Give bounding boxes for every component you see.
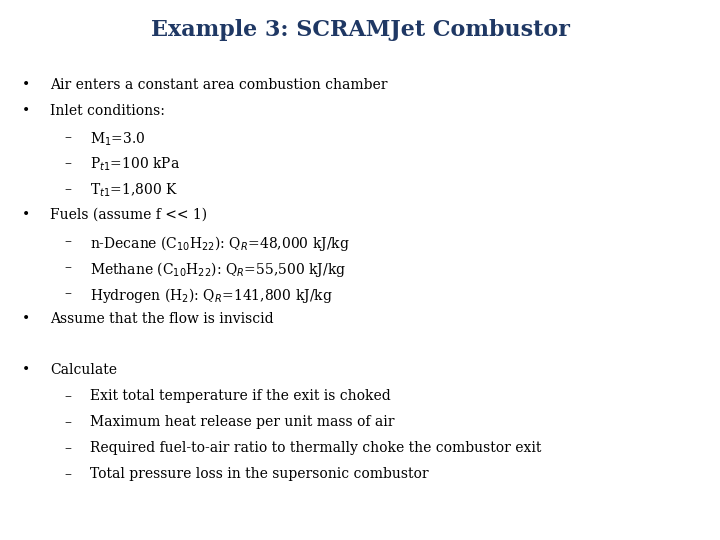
- Text: –: –: [65, 441, 72, 455]
- Text: •: •: [22, 78, 30, 92]
- Text: Methane (C$_{10}$H$_{22}$): Q$_R$=55,500 kJ/kg: Methane (C$_{10}$H$_{22}$): Q$_R$=55,500…: [90, 260, 346, 279]
- Text: Maximum heat release per unit mass of air: Maximum heat release per unit mass of ai…: [90, 415, 395, 429]
- Text: Fuels (assume f << 1): Fuels (assume f << 1): [50, 208, 207, 222]
- Text: –: –: [65, 286, 72, 300]
- Text: n-Decane (C$_{10}$H$_{22}$): Q$_R$=48,000 kJ/kg: n-Decane (C$_{10}$H$_{22}$): Q$_R$=48,00…: [90, 234, 350, 253]
- Text: T$_{t1}$=1,800 K: T$_{t1}$=1,800 K: [90, 182, 178, 199]
- Text: –: –: [65, 260, 72, 274]
- Text: M$_1$=3.0: M$_1$=3.0: [90, 130, 145, 147]
- Text: Exit total temperature if the exit is choked: Exit total temperature if the exit is ch…: [90, 389, 391, 403]
- Text: Example 3: SCRAMJet Combustor: Example 3: SCRAMJet Combustor: [150, 19, 570, 41]
- Text: –: –: [65, 415, 72, 429]
- Text: •: •: [22, 208, 30, 222]
- Text: Calculate: Calculate: [50, 363, 117, 377]
- Text: Inlet conditions:: Inlet conditions:: [50, 104, 166, 118]
- Text: •: •: [22, 363, 30, 377]
- Text: •: •: [22, 312, 30, 326]
- Text: P$_{t1}$=100 kPa: P$_{t1}$=100 kPa: [90, 156, 180, 173]
- Text: Assume that the flow is inviscid: Assume that the flow is inviscid: [50, 312, 274, 326]
- Text: Hydrogen (H$_2$): Q$_R$=141,800 kJ/kg: Hydrogen (H$_2$): Q$_R$=141,800 kJ/kg: [90, 286, 333, 305]
- Text: Air enters a constant area combustion chamber: Air enters a constant area combustion ch…: [50, 78, 388, 92]
- Text: –: –: [65, 182, 72, 196]
- Text: –: –: [65, 234, 72, 248]
- Text: –: –: [65, 156, 72, 170]
- Text: Total pressure loss in the supersonic combustor: Total pressure loss in the supersonic co…: [90, 467, 428, 481]
- Text: –: –: [65, 389, 72, 403]
- Text: •: •: [22, 104, 30, 118]
- Text: Required fuel-to-air ratio to thermally choke the combustor exit: Required fuel-to-air ratio to thermally …: [90, 441, 541, 455]
- Text: –: –: [65, 467, 72, 481]
- Text: –: –: [65, 130, 72, 144]
